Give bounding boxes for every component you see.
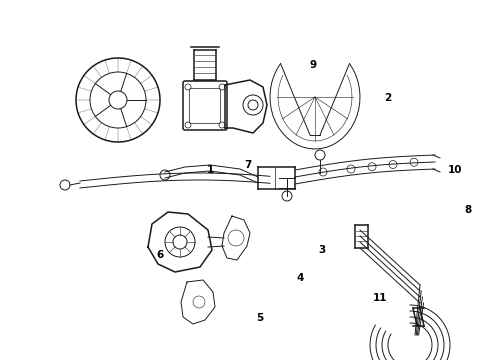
Text: 1: 1	[206, 165, 214, 175]
Text: 4: 4	[296, 273, 304, 283]
Text: 2: 2	[384, 93, 392, 103]
Text: 8: 8	[465, 205, 472, 215]
Text: 6: 6	[156, 250, 164, 260]
Text: 11: 11	[373, 293, 387, 303]
Text: 5: 5	[256, 313, 264, 323]
Text: 7: 7	[245, 160, 252, 170]
Text: 10: 10	[448, 165, 462, 175]
Text: 3: 3	[318, 245, 326, 255]
Text: 9: 9	[310, 60, 317, 70]
